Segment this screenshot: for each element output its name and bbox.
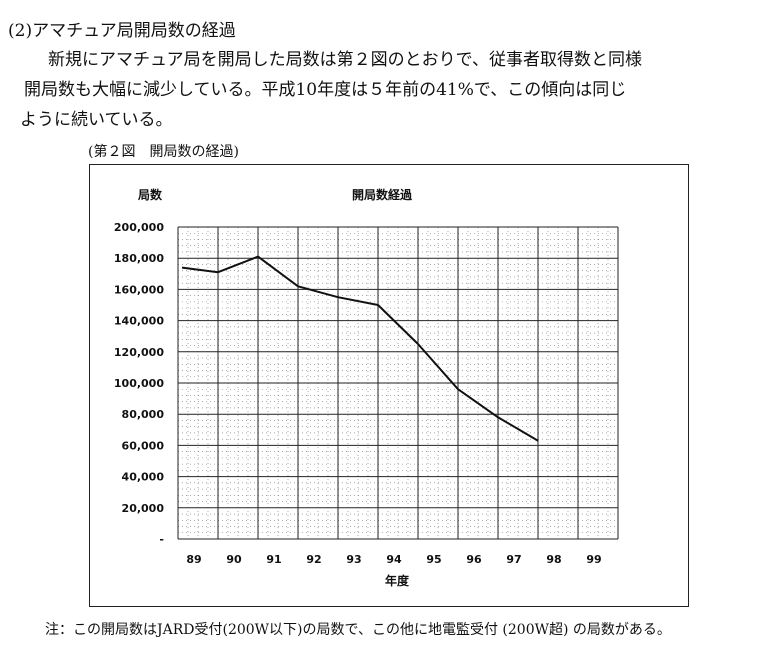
x-tick-label: 89 [186, 553, 201, 566]
x-tick-label: 90 [226, 553, 242, 566]
body-paragraph: 新規にアマチュア局を開局した局数は第２図のとおりで、従事者取得数と同様 開局数も… [20, 45, 774, 135]
x-tick-label: 97 [506, 553, 521, 566]
y-axis-label: 局数 [138, 187, 163, 202]
series-layer [181, 255, 539, 442]
y-tick-label: 160,000 [114, 283, 164, 296]
figure-caption: (第２図 開局数の経過) [88, 144, 239, 160]
series-line [181, 255, 539, 442]
y-tick-label: 200,000 [114, 221, 164, 234]
y-tick-labels: 200,000 180,000 160,000 140,000 120,000 100,0… [114, 221, 164, 546]
paragraph-line-1: 新規にアマチュア局を開局した局数は第２図のとおりで、従事者取得数と同様 [48, 50, 642, 70]
x-tick-label: 95 [426, 553, 441, 566]
y-tick-label: - [159, 533, 164, 546]
y-tick-label: 140,000 [114, 315, 164, 328]
y-tick-label: 80,000 [122, 408, 165, 421]
y-tick-label: 120,000 [114, 346, 164, 359]
grid [177, 226, 619, 540]
x-axis-label: 年度 [385, 573, 410, 588]
chart-frame: 開局数経過 局数 年度 200,000 180,000 160,000 140,000… [89, 164, 689, 607]
x-tick-label: 91 [266, 553, 281, 566]
x-tick-label: 98 [546, 553, 561, 566]
x-tick-labels: 89 90 91 92 93 94 95 96 97 98 99 [186, 553, 601, 566]
footnote: 注：この開局数はJARD受付(200W以下)の局数で、この他に地電監受付 (20… [45, 622, 671, 638]
section-heading: (2)アマチュア局開局数の経過 [8, 21, 236, 41]
y-tick-label: 100,000 [114, 377, 164, 390]
y-tick-label: 180,000 [114, 252, 164, 265]
paragraph-line-3: ように続いている。 [20, 110, 173, 130]
x-tick-label: 99 [586, 553, 601, 566]
y-tick-label: 60,000 [122, 439, 165, 452]
y-tick-label: 20,000 [122, 502, 165, 515]
x-tick-label: 92 [306, 553, 321, 566]
x-tick-label: 93 [346, 553, 361, 566]
line-chart: 開局数経過 局数 年度 200,000 180,000 160,000 140,000… [114, 187, 619, 588]
x-tick-label: 94 [386, 553, 402, 566]
chart-title: 開局数経過 [352, 187, 413, 202]
y-tick-label: 40,000 [122, 471, 165, 484]
paragraph-line-2: 開局数も大幅に減少している。平成10年度は５年前の41%で、この傾向は同じ [24, 80, 627, 100]
x-tick-label: 96 [466, 553, 482, 566]
